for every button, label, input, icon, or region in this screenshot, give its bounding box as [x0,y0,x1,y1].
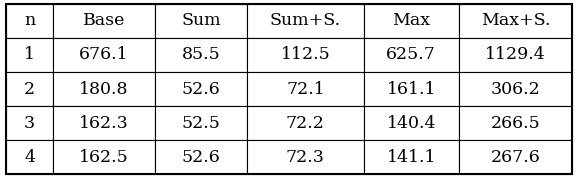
Text: Max: Max [392,12,430,29]
Bar [54,106,155,140]
Text: 72.3: 72.3 [286,149,325,166]
Text: 161.1: 161.1 [387,80,436,98]
Text: 266.5: 266.5 [491,115,540,132]
Bar [247,140,364,174]
Bar [247,72,364,106]
Text: 3: 3 [24,115,35,132]
Text: 2: 2 [24,80,35,98]
Bar [6,4,54,38]
Text: 4: 4 [24,149,35,166]
Text: 180.8: 180.8 [79,80,129,98]
Text: n: n [24,12,35,29]
Text: 72.2: 72.2 [286,115,325,132]
Bar [155,140,247,174]
Bar [6,72,54,106]
Bar [6,106,54,140]
Text: 140.4: 140.4 [387,115,436,132]
Text: 267.6: 267.6 [491,149,540,166]
Bar [247,106,364,140]
Text: 141.1: 141.1 [387,149,436,166]
Bar [247,38,364,72]
Bar [247,4,364,38]
Text: 112.5: 112.5 [280,46,330,63]
Text: 676.1: 676.1 [79,46,129,63]
Text: 162.3: 162.3 [79,115,129,132]
Bar [6,140,54,174]
Text: 162.5: 162.5 [79,149,129,166]
Text: 306.2: 306.2 [491,80,540,98]
Bar [54,38,155,72]
Text: 52.6: 52.6 [181,80,220,98]
Text: Sum: Sum [181,12,221,29]
Bar [364,4,459,38]
Bar [54,140,155,174]
Bar [54,72,155,106]
Text: 52.6: 52.6 [181,149,220,166]
Bar [155,72,247,106]
Bar [364,140,459,174]
Bar [155,106,247,140]
Text: 1129.4: 1129.4 [485,46,546,63]
Bar [364,72,459,106]
Bar [459,72,572,106]
Text: 85.5: 85.5 [181,46,220,63]
Text: Base: Base [83,12,125,29]
Text: Max+S.: Max+S. [481,12,550,29]
Bar [459,38,572,72]
Bar [459,140,572,174]
Bar [155,38,247,72]
Text: 72.1: 72.1 [286,80,325,98]
Text: 52.5: 52.5 [181,115,220,132]
Text: Sum+S.: Sum+S. [270,12,341,29]
Text: 1: 1 [24,46,35,63]
Text: 625.7: 625.7 [386,46,436,63]
Bar [459,4,572,38]
Bar [6,38,54,72]
Bar [459,106,572,140]
Bar [364,106,459,140]
Bar [54,4,155,38]
Bar [364,38,459,72]
Bar [155,4,247,38]
